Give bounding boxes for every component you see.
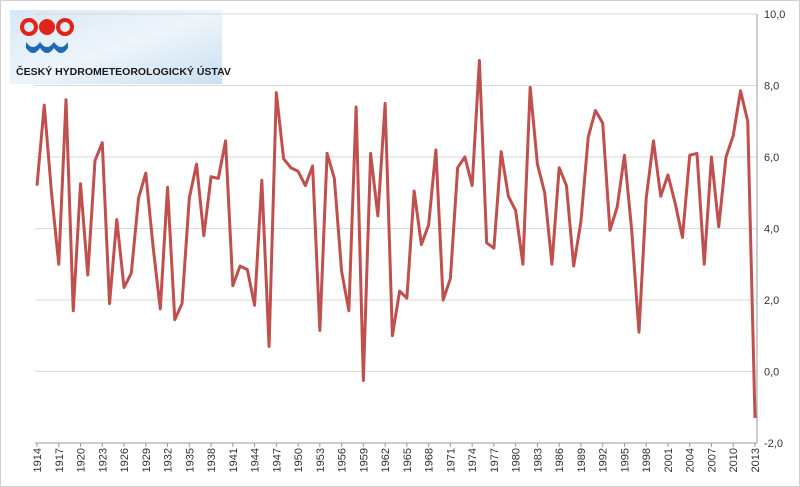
y-tick-label: 10,0 — [764, 9, 785, 21]
data-line — [35, 58, 757, 419]
x-tick-label: 1941 — [228, 448, 240, 472]
x-tick-label: 1917 — [54, 448, 66, 472]
x-tick-label: 1938 — [206, 448, 218, 472]
x-tick-label: 1950 — [293, 448, 305, 472]
x-tick-label: 1956 — [337, 448, 349, 472]
y-tick-label: 8,0 — [764, 81, 779, 93]
x-tick-label: 1977 — [489, 448, 501, 472]
y-tick-label: 4,0 — [764, 224, 779, 236]
logo: ČESKÝ HYDROMETEOROLOGICKÝ ÚSTAV — [10, 10, 231, 84]
logo-text: ČESKÝ HYDROMETEOROLOGICKÝ ÚSTAV — [16, 65, 231, 78]
logo-ring — [56, 18, 74, 36]
x-tick-label: 1989 — [576, 448, 588, 472]
x-tick-label: 1998 — [641, 448, 653, 472]
x-tick-label: 2010 — [728, 448, 740, 472]
x-tick-label: 1929 — [141, 448, 153, 472]
logo-dot — [39, 19, 55, 35]
x-tick-label: 1926 — [119, 448, 131, 472]
y-tick-label: 2,0 — [764, 295, 779, 307]
x-tick-label: 1992 — [598, 448, 610, 472]
y-tick-label: -2,0 — [764, 438, 783, 450]
x-tick-label: 1953 — [315, 448, 327, 472]
x-tick-label: 1980 — [511, 448, 523, 472]
x-tick-label: 1947 — [271, 448, 283, 472]
x-tick-label: 1920 — [76, 448, 88, 472]
x-tick-label: 1962 — [380, 448, 392, 472]
logo-wave — [26, 42, 68, 53]
x-tick-label: 1944 — [250, 448, 262, 472]
x-tick-label: 2004 — [685, 448, 697, 472]
x-tick-label: 1971 — [445, 448, 457, 472]
logo-ring — [20, 18, 38, 36]
y-tick-label: 6,0 — [764, 152, 779, 164]
x-tick-label: 1974 — [467, 448, 479, 472]
x-tick-label: 1914 — [32, 448, 44, 472]
y-tick-label: 0,0 — [764, 367, 779, 379]
x-tick-label: 1986 — [554, 448, 566, 472]
x-tick-label: 1983 — [532, 448, 544, 472]
x-tick-label: 1959 — [358, 448, 370, 472]
x-tick-label: 1935 — [184, 448, 196, 472]
x-tick-label: 1965 — [402, 448, 414, 472]
x-tick-label: 2007 — [706, 448, 718, 472]
x-tick-label: 2001 — [663, 448, 675, 472]
x-tick-label: 1932 — [163, 448, 175, 472]
x-tick-label: 1995 — [619, 448, 631, 472]
x-tick-label: 2013 — [750, 448, 762, 472]
x-tick-label: 1923 — [97, 448, 109, 472]
x-tick-label: 1968 — [424, 448, 436, 472]
